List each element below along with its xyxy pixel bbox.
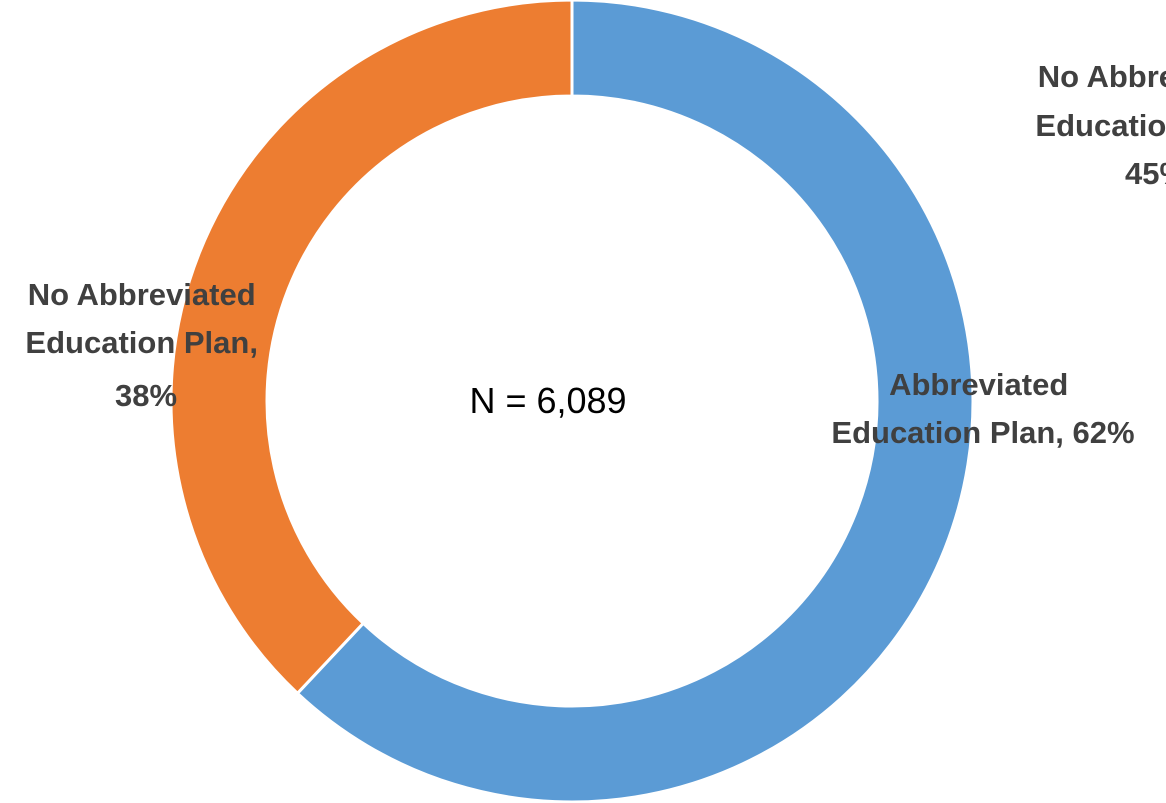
slice-label-abbreviated-line-2: Education Plan, 62% xyxy=(831,415,1134,450)
donut-slice-no-abbreviated xyxy=(169,0,574,696)
clipped-label-no-abbreviated-45: No Abbreviated Education Plan, 45% xyxy=(1035,59,1166,191)
slice-label-no-abbreviated-line-3: 38% xyxy=(115,378,177,413)
slice-label-abbreviated-line-1: Abbreviated xyxy=(889,367,1068,402)
donut-slice-abbreviated xyxy=(295,0,975,803)
slice-label-no-abbreviated-line-2: Education Plan, xyxy=(25,325,258,360)
center-total-label: N = 6,089 xyxy=(469,380,626,421)
clipped-label-line-2: Education Plan, xyxy=(1035,108,1166,143)
slices-layer xyxy=(169,0,975,803)
slice-label-no-abbreviated: No Abbreviated Education Plan, 38% xyxy=(25,277,266,413)
slice-label-abbreviated: Abbreviated Education Plan, 62% xyxy=(831,367,1134,450)
clipped-label-line-1: No Abbreviated xyxy=(1038,59,1166,94)
clipped-label-line-3: 45% xyxy=(1125,156,1166,191)
slice-label-no-abbreviated-line-1: No Abbreviated xyxy=(28,277,256,312)
